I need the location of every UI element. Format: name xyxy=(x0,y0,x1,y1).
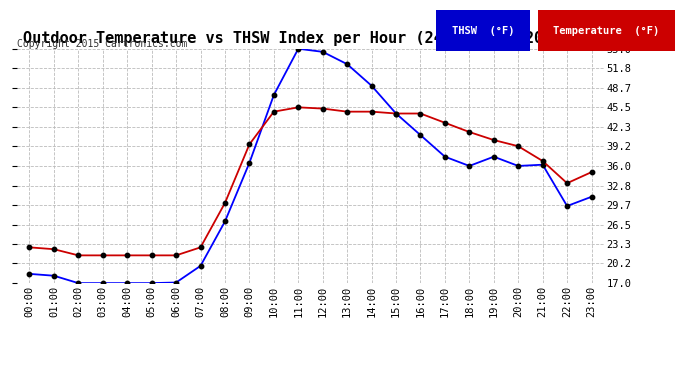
Text: Temperature  (°F): Temperature (°F) xyxy=(553,26,660,36)
Title: Outdoor Temperature vs THSW Index per Hour (24 Hours)  20150307: Outdoor Temperature vs THSW Index per Ho… xyxy=(23,31,598,46)
Text: THSW  (°F): THSW (°F) xyxy=(452,26,515,36)
Text: Copyright 2015 Cartronics.com: Copyright 2015 Cartronics.com xyxy=(17,39,188,50)
